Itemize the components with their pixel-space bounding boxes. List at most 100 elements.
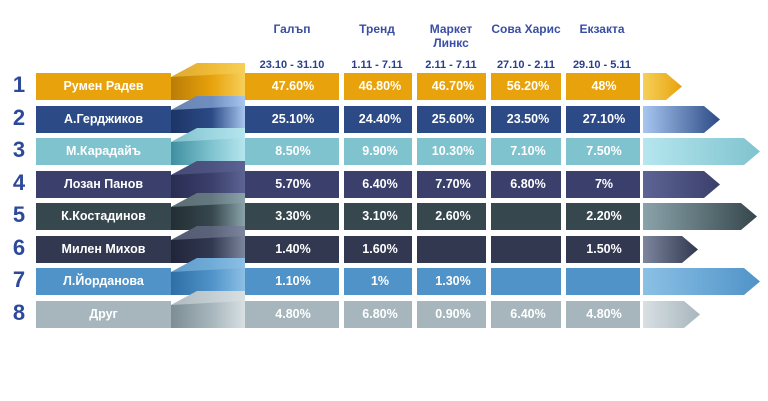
- candidate-name: К.Костадинов: [36, 203, 171, 230]
- row-arrow: [643, 236, 698, 263]
- row-background: [245, 268, 640, 295]
- column-gap: [561, 300, 566, 329]
- poll-value: 6.40%: [362, 177, 398, 191]
- column-gap: [339, 170, 344, 199]
- row-arrow: [643, 171, 720, 198]
- row-arrow: [643, 106, 720, 133]
- poll-value: 24.40%: [358, 112, 402, 126]
- pollster-name: Маркет Линкс: [429, 22, 473, 50]
- arrow-shape: [643, 236, 698, 263]
- poll-value: 7.70%: [435, 177, 471, 191]
- row-background: [245, 301, 640, 328]
- poll-value: 2.20%: [586, 209, 622, 223]
- column-gap: [412, 170, 417, 199]
- rank-number: 6: [12, 235, 26, 260]
- arrow-shape: [643, 203, 757, 230]
- row-background: [245, 203, 640, 230]
- poll-value: 2.60%: [435, 209, 471, 223]
- column-gap: [561, 137, 566, 166]
- rank-number: 4: [12, 170, 26, 195]
- ribbon-fold: [171, 226, 245, 263]
- ribbon-fold: [171, 161, 245, 198]
- column-gap: [486, 105, 491, 134]
- candidate-name: Румен Радев: [36, 73, 171, 100]
- poll-value: 47.60%: [271, 79, 315, 93]
- poll-value: 7.50%: [586, 144, 622, 158]
- candidate-name: М.Карадайъ: [36, 138, 171, 165]
- rank-number: 8: [12, 300, 26, 325]
- column-gap: [486, 72, 491, 101]
- column-gap: [486, 202, 491, 231]
- rank-number: 3: [12, 137, 26, 162]
- candidate-name: Милен Михов: [36, 236, 171, 263]
- pollster-dates: 29.10 - 5.11: [572, 59, 632, 71]
- column-gap: [412, 202, 417, 231]
- column-gap: [412, 267, 417, 296]
- pollster-name: Екзакта: [579, 22, 625, 36]
- poll-value: 0.90%: [435, 307, 471, 321]
- arrow-shape: [643, 138, 760, 165]
- pollster-dates: 23.10 - 31.10: [259, 59, 325, 71]
- poll-value: 8.50%: [275, 144, 311, 158]
- poll-value: 1.50%: [586, 242, 622, 256]
- poll-value: [568, 268, 640, 295]
- column-gap: [412, 72, 417, 101]
- column-gap: [412, 235, 417, 264]
- column-gap: [339, 202, 344, 231]
- ribbon-top: [171, 96, 245, 110]
- rank-number: 5: [12, 202, 26, 227]
- pollster-dates: 2.11 - 7.11: [425, 59, 477, 71]
- pollster-name: Галъп: [273, 22, 311, 36]
- pollster-name: Тренд: [359, 22, 395, 36]
- pollster-dates: 1.11 - 7.11: [351, 59, 403, 71]
- poll-value: 1.10%: [275, 274, 311, 288]
- row-background: [245, 236, 640, 263]
- poll-value: 46.80%: [358, 79, 402, 93]
- ribbon-top: [171, 258, 245, 272]
- poll-value: [493, 268, 563, 295]
- poll-value: 3.10%: [362, 209, 398, 223]
- poll-value: 4.80%: [586, 307, 622, 321]
- row-arrow: [643, 268, 760, 295]
- column-gap: [486, 137, 491, 166]
- ribbon-top: [171, 226, 245, 240]
- pollster-header: Тренд 1.11 - 7.11: [340, 22, 414, 71]
- poll-value: 7%: [594, 177, 614, 191]
- ribbon-top: [171, 63, 245, 77]
- candidate-name: Л.Йорданова: [36, 268, 171, 295]
- pollster-header: Сова Харис 27.10 - 2.11: [488, 22, 564, 71]
- row-arrow: [643, 138, 760, 165]
- poll-value: [419, 236, 487, 263]
- candidate-name: А.Герджиков: [36, 106, 171, 133]
- ribbon-fold: [171, 63, 245, 100]
- pollster-header: Галъп 23.10 - 31.10: [247, 22, 337, 71]
- poll-value: 25.60%: [431, 112, 475, 126]
- poll-value: 7.10%: [510, 144, 546, 158]
- row-background: [245, 106, 640, 133]
- ribbon-top: [171, 193, 245, 207]
- pollster-name: Сова Харис: [491, 22, 561, 36]
- rank-number: 2: [12, 105, 26, 130]
- poll-value: 6.80%: [510, 177, 546, 191]
- ribbon-fold: [171, 193, 245, 230]
- column-gap: [561, 235, 566, 264]
- pollster-header: Маркет Линкс 2.11 - 7.11: [413, 22, 489, 71]
- poll-value: [493, 203, 563, 230]
- poll-value: 6.80%: [362, 307, 398, 321]
- arrow-shape: [643, 268, 760, 295]
- column-gap: [561, 72, 566, 101]
- column-gap: [561, 267, 566, 296]
- poll-value: 23.50%: [506, 112, 550, 126]
- arrow-shape: [643, 73, 682, 100]
- pollster-dates: 27.10 - 2.11: [496, 59, 556, 71]
- arrow-shape: [643, 106, 720, 133]
- poll-value: 9.90%: [362, 144, 398, 158]
- column-gap: [339, 300, 344, 329]
- poll-value: 10.30%: [431, 144, 475, 158]
- row-arrow: [643, 203, 757, 230]
- arrow-shape: [643, 301, 700, 328]
- row-arrow: [643, 301, 700, 328]
- poll-value: 1.60%: [362, 242, 398, 256]
